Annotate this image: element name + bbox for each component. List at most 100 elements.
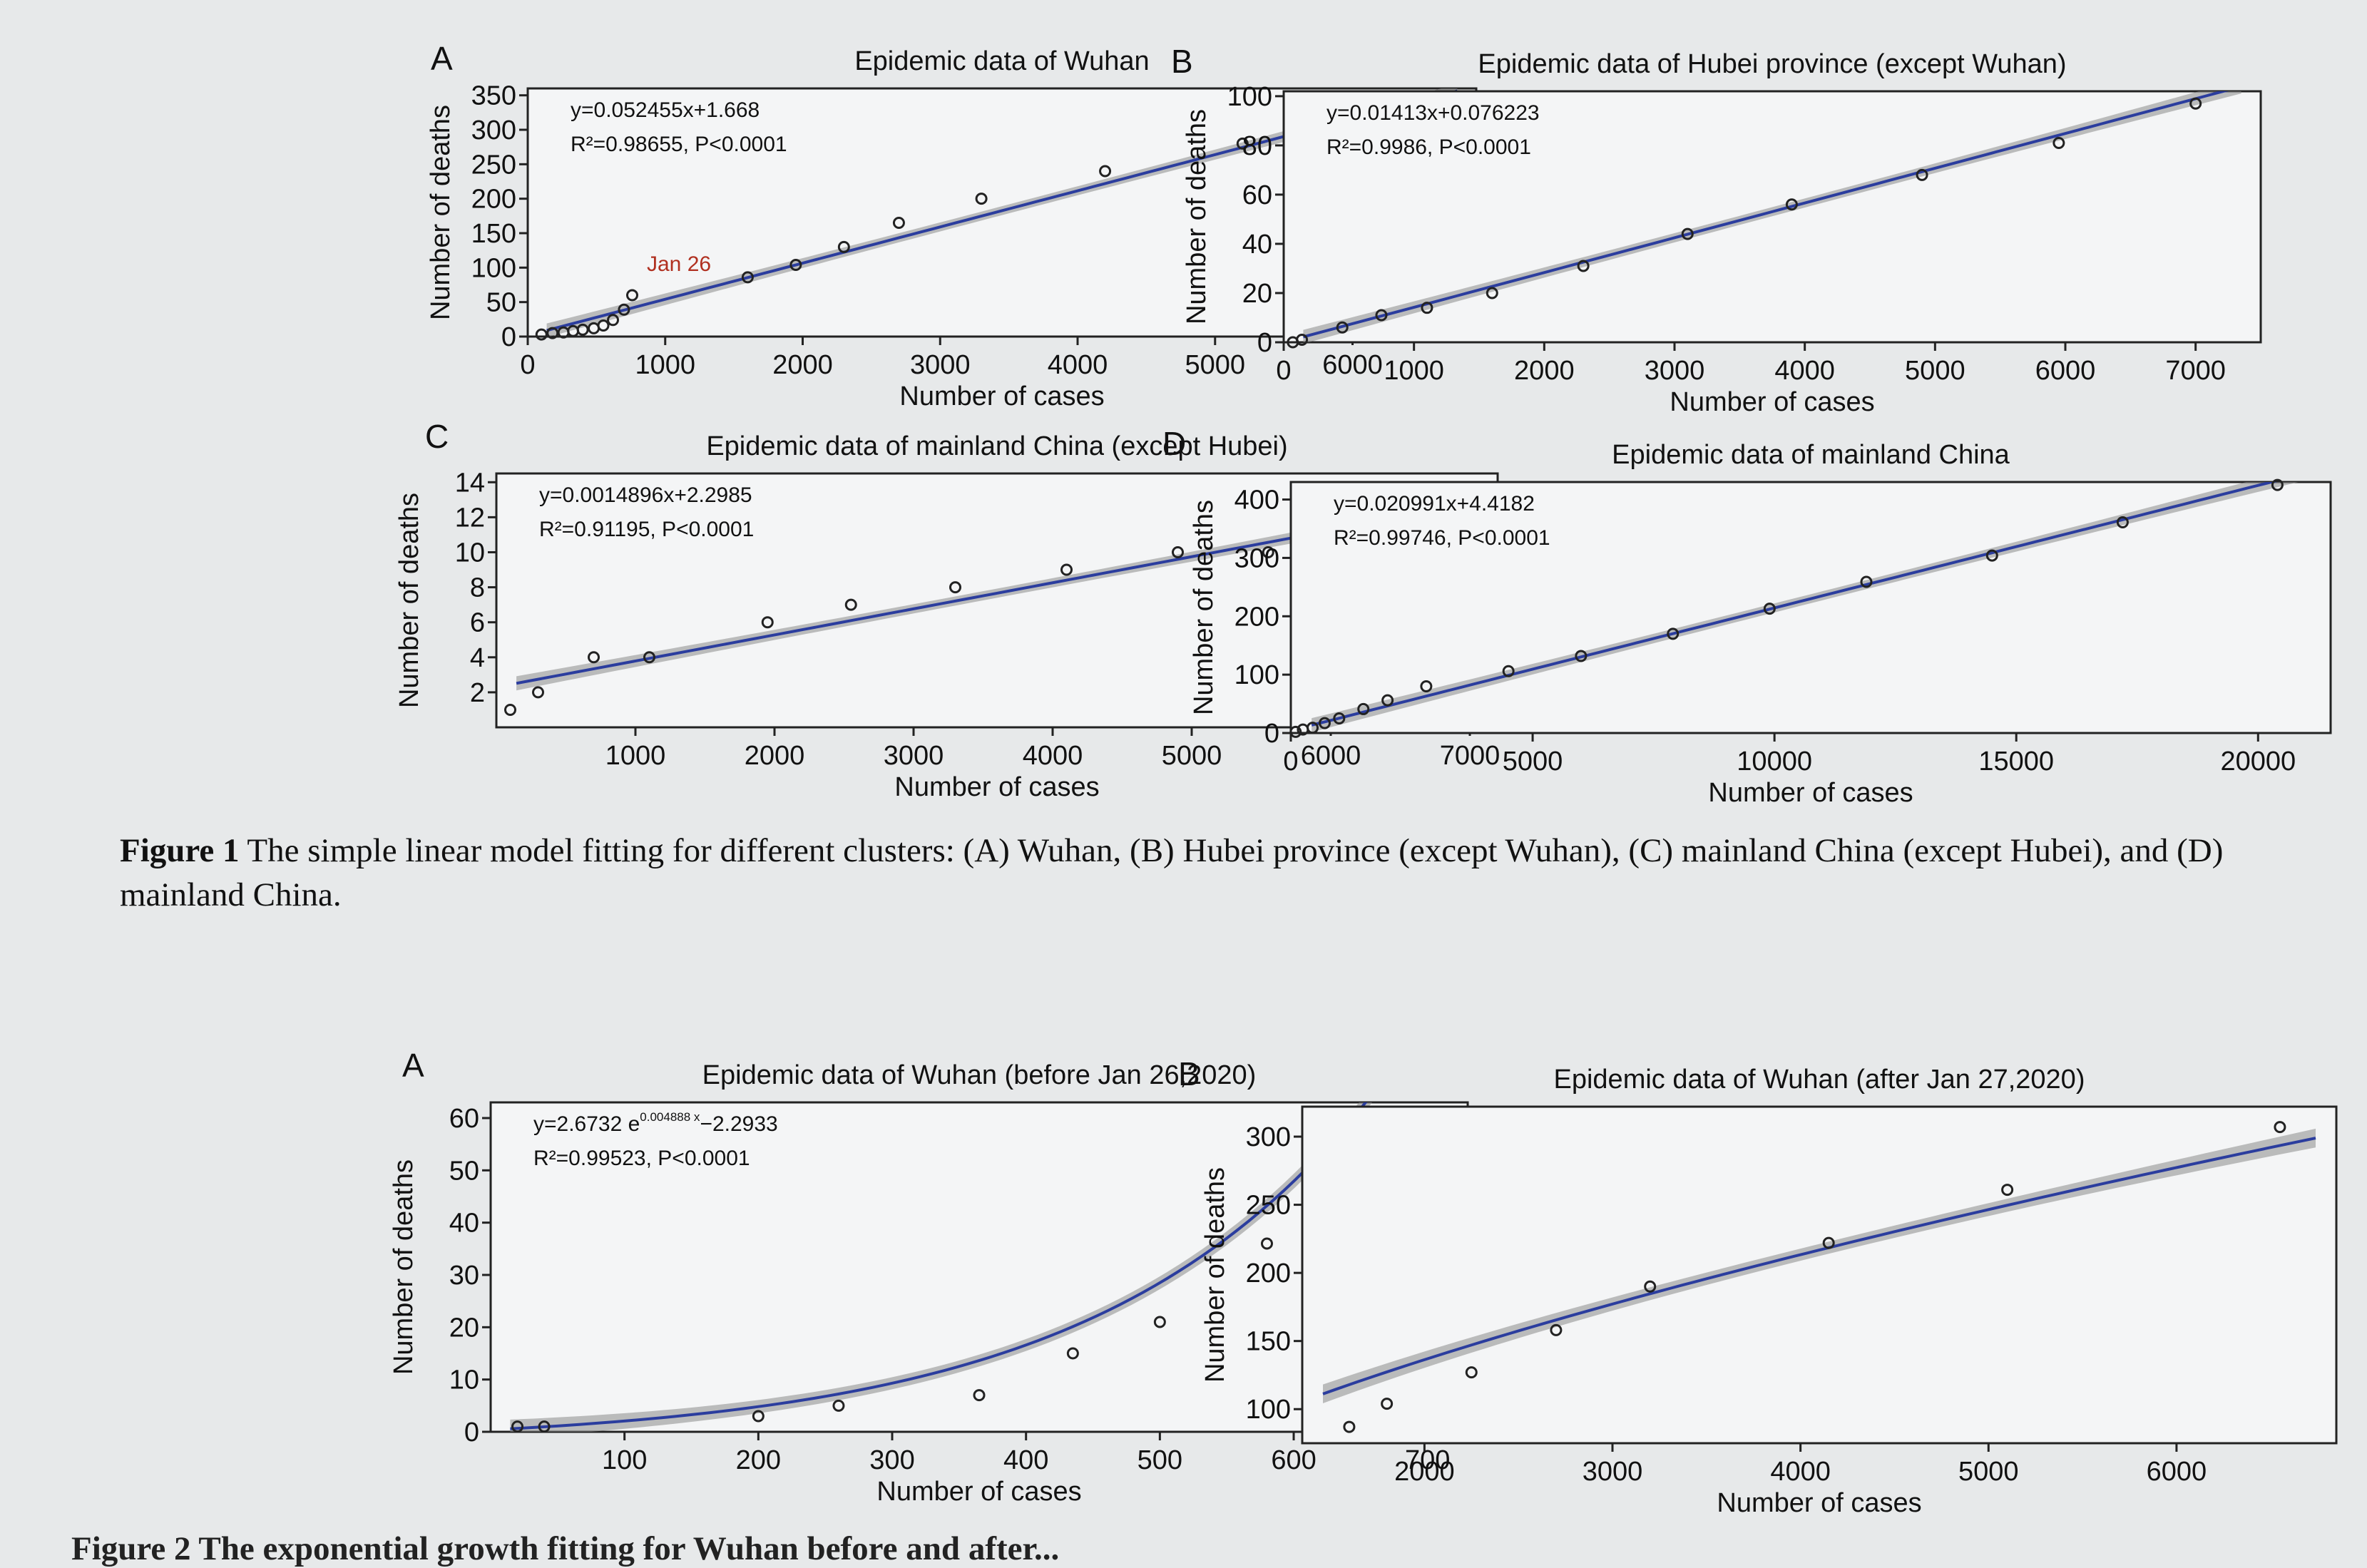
x-tick-label: 7000 bbox=[1440, 741, 1501, 771]
data-point bbox=[607, 314, 620, 327]
data-point bbox=[618, 303, 630, 316]
y-tick-label: 30 bbox=[449, 1261, 479, 1291]
y-tick-label: 200 bbox=[1246, 1259, 1291, 1288]
x-tick-label: 300 bbox=[869, 1445, 914, 1475]
fit-line bbox=[510, 1102, 1368, 1430]
data-point bbox=[1172, 545, 1184, 558]
y-tick-label: 40 bbox=[449, 1209, 479, 1239]
fit-group bbox=[510, 1102, 1372, 1432]
x-tick-label: 5000 bbox=[1162, 741, 1222, 771]
panel-letter: A bbox=[402, 1047, 424, 1084]
chart-title: Epidemic data of mainland China bbox=[1612, 440, 2010, 470]
y-tick-label: 60 bbox=[449, 1104, 479, 1134]
data-point bbox=[1644, 1280, 1657, 1293]
data-point bbox=[1681, 227, 1694, 240]
plot-frame bbox=[1301, 1105, 2338, 1445]
data-point bbox=[1307, 722, 1319, 734]
x-tick-label: 400 bbox=[1003, 1445, 1048, 1475]
data-point bbox=[1667, 627, 1680, 640]
r-squared: R²=0.99746, P<0.0001 bbox=[1334, 526, 1550, 550]
data-point bbox=[1421, 302, 1433, 314]
data-point bbox=[1763, 603, 1776, 615]
x-tick-label: 0 bbox=[1283, 747, 1298, 777]
y-tick-label: 4 bbox=[470, 643, 485, 673]
x-tick-label: 6000 bbox=[1322, 350, 1383, 380]
x-tick-label: 15000 bbox=[1978, 747, 2054, 777]
r-squared: R²=0.99523, P<0.0001 bbox=[533, 1147, 750, 1170]
data-point bbox=[2274, 1121, 2286, 1134]
data-point bbox=[1550, 1323, 1563, 1336]
fit-line bbox=[1302, 91, 2229, 339]
y-tick-label: 12 bbox=[455, 503, 485, 533]
confidence-band bbox=[1303, 91, 2241, 342]
data-point bbox=[1296, 334, 1309, 347]
fig1-panel-b: B Epidemic data of Hubei province (except… bbox=[1155, 29, 2289, 439]
fit-group bbox=[1322, 1128, 2316, 1404]
x-tick-label: 200 bbox=[736, 1445, 781, 1475]
y-tick-label: 0 bbox=[464, 1418, 479, 1447]
data-point bbox=[1916, 168, 1928, 181]
x-tick-label: 7000 bbox=[2165, 356, 2226, 386]
x-tick-label: 4000 bbox=[1048, 350, 1108, 380]
y-tick-label: 350 bbox=[471, 81, 516, 111]
fit-group bbox=[1311, 482, 2299, 732]
data-point bbox=[1260, 1237, 1273, 1250]
y-tick-label: 8 bbox=[470, 573, 485, 603]
fit-equation: y=0.01413x+0.076223 bbox=[1326, 101, 1540, 125]
y-tick-label: 10 bbox=[449, 1365, 479, 1395]
fit-group bbox=[1302, 91, 2241, 342]
x-tick-label: 600 bbox=[1271, 1445, 1316, 1475]
x-tick-label: 5000 bbox=[1185, 350, 1245, 380]
data-point bbox=[1262, 545, 1274, 558]
y-axis-label: Number of deaths bbox=[1189, 500, 1219, 715]
panel-letter: B bbox=[1178, 1055, 1200, 1092]
chart-title: Epidemic data of mainland China (except … bbox=[706, 431, 1287, 461]
annotation-jan26: Jan 26 bbox=[647, 252, 711, 276]
y-tick-label: 150 bbox=[1246, 1327, 1291, 1357]
y-tick-label: 6 bbox=[470, 608, 485, 638]
y-tick-label: 20 bbox=[1242, 279, 1272, 309]
data-point bbox=[1375, 309, 1388, 322]
panel-letter: A bbox=[431, 40, 453, 77]
x-tick-label: 2000 bbox=[1514, 356, 1575, 386]
data-point bbox=[532, 686, 544, 699]
chart-svg: D Epidemic data of mainland China 0 100 200 3… bbox=[1162, 425, 2332, 808]
y-axis-label: Number of deaths bbox=[394, 493, 424, 708]
y-axis-label: Number of deaths bbox=[389, 1159, 419, 1375]
data-point bbox=[789, 258, 802, 271]
data-point bbox=[576, 323, 589, 336]
fit-line bbox=[1311, 482, 2278, 727]
x-tick-label: 4000 bbox=[1774, 356, 1835, 386]
fig2-panel-a: A Epidemic data of Wuhan (before Jan 26,2… bbox=[385, 1041, 1496, 1528]
x-tick-label: 5000 bbox=[1958, 1457, 2019, 1487]
y-tick-label: 50 bbox=[486, 288, 516, 318]
y-axis-label: Number of deaths bbox=[426, 105, 456, 320]
figure-1-label: Figure 1 bbox=[120, 832, 240, 869]
data-point bbox=[741, 271, 754, 284]
data-point bbox=[1289, 725, 1302, 738]
data-point bbox=[1066, 1347, 1079, 1360]
y-tick-label: 0 bbox=[501, 322, 516, 352]
x-tick-label: 4000 bbox=[1023, 741, 1083, 771]
data-point bbox=[973, 1389, 986, 1402]
data-point bbox=[1860, 575, 1873, 588]
y-tick-label: 14 bbox=[455, 468, 485, 498]
y-tick-label: 300 bbox=[1246, 1122, 1291, 1152]
y-tick-label: 400 bbox=[1234, 486, 1279, 516]
fit-equation: y=2.6732 e0.004888 x−2.2933 bbox=[533, 1110, 778, 1136]
y-tick-label: 80 bbox=[1242, 131, 1272, 161]
x-tick-label: 2000 bbox=[745, 741, 805, 771]
x-tick-label: 1000 bbox=[1384, 356, 1444, 386]
data-point bbox=[1985, 549, 1998, 562]
figure-1-text: The simple linear model fitting for diff… bbox=[120, 832, 2224, 913]
data-point bbox=[1381, 1398, 1394, 1410]
x-axis-label: Number of cases bbox=[1717, 1488, 1921, 1518]
data-point bbox=[975, 193, 988, 205]
data-point bbox=[538, 1420, 551, 1433]
x-tick-label: 5000 bbox=[1905, 356, 1965, 386]
x-axis-label: Number of cases bbox=[1708, 778, 1913, 808]
panel-letter: D bbox=[1162, 425, 1186, 462]
x-tick-label: 0 bbox=[1276, 356, 1291, 386]
x-tick-label: 500 bbox=[1138, 1445, 1182, 1475]
x-tick-label: 2000 bbox=[772, 350, 833, 380]
